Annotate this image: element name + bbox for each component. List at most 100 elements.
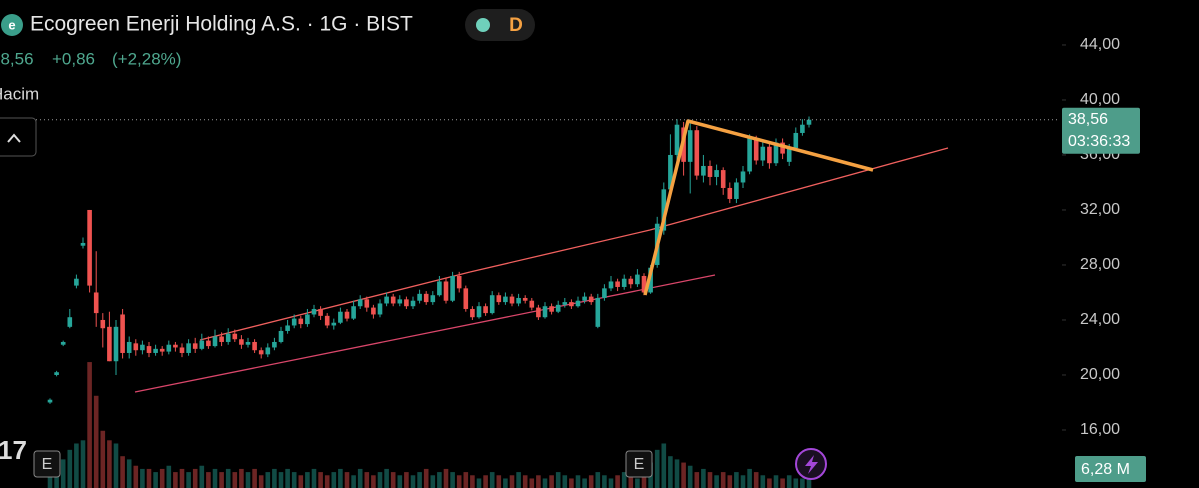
candle-body bbox=[54, 372, 59, 375]
volume-bar bbox=[753, 472, 759, 488]
candle-body bbox=[113, 326, 119, 362]
volume-bar bbox=[74, 443, 79, 488]
volume-bar bbox=[417, 472, 422, 488]
candle-body bbox=[635, 274, 640, 285]
candle-body bbox=[602, 288, 607, 298]
candle-body bbox=[298, 318, 304, 325]
header-price: 38,56 bbox=[0, 49, 34, 68]
candle-body bbox=[225, 333, 231, 342]
y-tick-label: 16,00 bbox=[1080, 421, 1120, 438]
volume-bar bbox=[773, 475, 779, 488]
trend-line bbox=[649, 147, 949, 231]
candle-body bbox=[239, 339, 244, 345]
volume-bar bbox=[285, 468, 290, 488]
volume-bar bbox=[87, 362, 92, 488]
candle-body bbox=[641, 275, 647, 293]
volume-bar bbox=[549, 475, 554, 488]
candle-body bbox=[430, 295, 436, 303]
volume-label: 6,28 M bbox=[1081, 461, 1130, 478]
volume-bar bbox=[179, 468, 185, 488]
candle-body bbox=[146, 346, 152, 353]
trend-line bbox=[199, 271, 471, 341]
volume-box bbox=[1075, 456, 1146, 482]
candle-body bbox=[747, 138, 752, 172]
volume-bar bbox=[384, 468, 389, 488]
volume-bar bbox=[100, 430, 106, 488]
candle-body bbox=[727, 187, 733, 199]
volume-bar bbox=[331, 472, 337, 488]
countdown: 03:36:33 bbox=[1068, 133, 1130, 150]
volume-bar bbox=[562, 475, 568, 488]
candle-body bbox=[311, 308, 317, 315]
candle-body bbox=[536, 307, 541, 318]
candle-body bbox=[212, 336, 218, 347]
header-change-pct: (+2,28%) bbox=[112, 49, 181, 68]
candle-body bbox=[734, 182, 739, 199]
candle-body bbox=[74, 278, 79, 286]
volume-bar bbox=[437, 472, 442, 488]
volume-bar bbox=[529, 478, 535, 488]
volume-bar bbox=[621, 472, 627, 488]
candle-body bbox=[93, 292, 99, 314]
volume-bar bbox=[800, 478, 805, 488]
volume-bar bbox=[522, 475, 528, 488]
status-pill bbox=[465, 9, 535, 41]
earnings-icon[interactable] bbox=[33, 450, 61, 478]
candle-body bbox=[476, 306, 482, 318]
candle-body bbox=[450, 275, 455, 301]
volume-bar bbox=[536, 475, 541, 488]
volume-bar bbox=[483, 475, 488, 488]
candle-body bbox=[47, 399, 53, 403]
volume-bar bbox=[687, 465, 693, 488]
collapse-button[interactable] bbox=[0, 117, 37, 157]
volume-bar bbox=[595, 472, 601, 488]
candle-body bbox=[377, 303, 383, 315]
volume-bar bbox=[555, 472, 561, 488]
volume-bar bbox=[661, 443, 667, 488]
candle-body bbox=[285, 325, 290, 331]
candle-body bbox=[780, 142, 785, 154]
candle-body bbox=[344, 311, 350, 319]
volume-bar bbox=[674, 459, 680, 488]
candle-body bbox=[714, 170, 719, 177]
candle-body bbox=[483, 306, 488, 314]
volume-bar bbox=[311, 468, 317, 488]
volume-bar bbox=[225, 468, 231, 488]
candle-body bbox=[153, 348, 158, 353]
volume-bar bbox=[390, 472, 396, 488]
candle-body bbox=[674, 124, 680, 155]
candle-body bbox=[522, 297, 528, 301]
candle-body bbox=[100, 319, 106, 329]
candle-body bbox=[351, 306, 356, 319]
volume-bar bbox=[681, 462, 686, 488]
candle-body bbox=[529, 300, 535, 308]
candle-body bbox=[595, 297, 601, 327]
volume-bar bbox=[602, 475, 607, 488]
volume-bar bbox=[371, 475, 376, 488]
candle-body bbox=[575, 300, 581, 307]
volume-bar bbox=[232, 472, 238, 488]
candle-body bbox=[390, 296, 396, 304]
earnings-icon[interactable] bbox=[625, 450, 653, 478]
volume-bar bbox=[635, 478, 640, 488]
candle-body bbox=[140, 344, 145, 351]
volume-bar bbox=[404, 472, 409, 488]
candle-body bbox=[357, 299, 363, 307]
candle-layer bbox=[47, 116, 812, 404]
candle-body bbox=[740, 171, 746, 183]
candle-body bbox=[252, 341, 257, 351]
volume-bar bbox=[126, 459, 132, 488]
volume-bar bbox=[641, 472, 647, 488]
volume-bar bbox=[153, 472, 158, 488]
candle-body bbox=[555, 304, 561, 312]
volume-bar bbox=[377, 472, 383, 488]
volume-bar bbox=[786, 475, 792, 488]
volume-bar bbox=[463, 472, 469, 488]
y-tick-label: 28,00 bbox=[1080, 256, 1120, 273]
candle-body bbox=[437, 281, 442, 296]
volume-bar bbox=[60, 459, 66, 488]
volume-bar bbox=[146, 468, 152, 488]
volume-bar bbox=[113, 443, 119, 488]
volume-bar bbox=[569, 478, 574, 488]
candle-body bbox=[192, 343, 198, 349]
